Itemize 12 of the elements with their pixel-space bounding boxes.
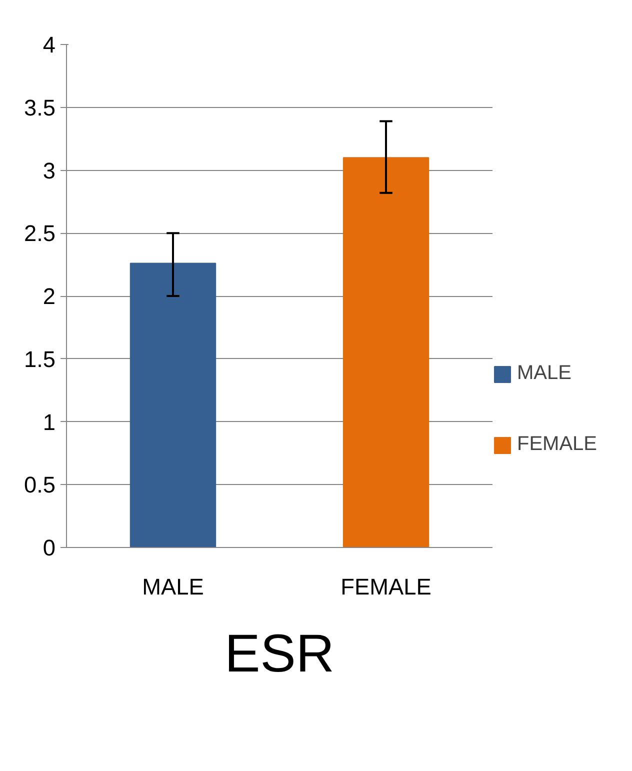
y-tick-label: 3	[42, 157, 56, 184]
y-tick-label: 1	[42, 408, 56, 435]
y-tick-label: 2	[42, 283, 56, 309]
legend-label: MALE	[517, 362, 572, 385]
y-tick-label: 2.5	[24, 220, 56, 246]
legend-label: FEMALE	[517, 433, 598, 456]
y-tick-label: 1.5	[24, 346, 56, 372]
y-tick-label: 0.5	[24, 472, 56, 498]
text: ESR	[224, 624, 334, 684]
y-tick-label: 0	[42, 534, 56, 560]
y-tick-label: 3.5	[24, 94, 56, 120]
y-tick-label: 4	[42, 32, 56, 58]
